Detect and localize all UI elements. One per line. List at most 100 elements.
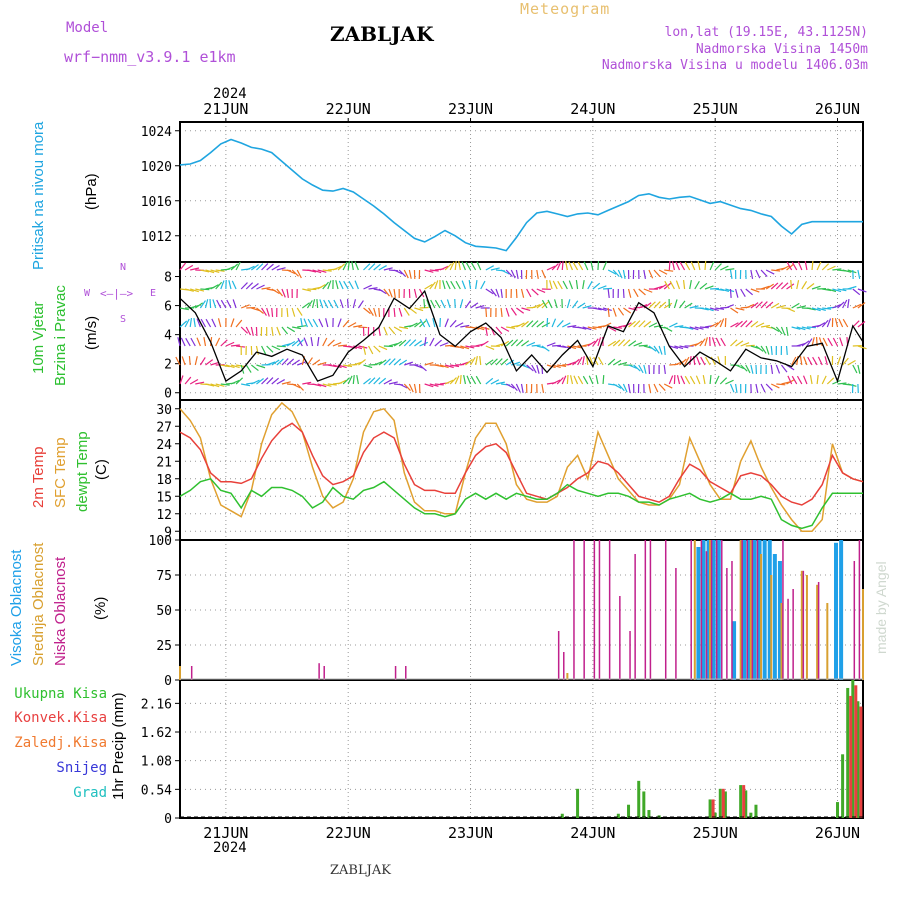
wind-arrow [811,307,821,312]
wind-arrow [648,322,658,328]
product-title: Meteogram [520,0,611,18]
wind-arrow [628,364,638,369]
wind-arrow [592,338,599,347]
wind-arrow [378,265,387,271]
wind-arrow [220,299,227,309]
wind-arrow [765,301,774,309]
wind-arrow [363,307,371,315]
wind-arrow [561,375,567,385]
wind-arrow [459,374,462,385]
wind-arrow [256,307,264,314]
wind-arrow [842,318,849,328]
wind-arrow [638,303,648,309]
cloud-low-bar [583,540,585,680]
wind-arrow [266,263,274,271]
wind-arrow [199,357,206,366]
wind-arrow [633,342,643,347]
compass-west-label: W [84,288,91,299]
wind-arrow [510,269,516,279]
wind-arrow [577,261,584,271]
wind-arrow [468,280,472,290]
wind-arrow [310,337,314,347]
wind-arrow [296,269,302,279]
wind-arrow [515,383,521,393]
cloud-low-bar [710,540,713,680]
wind-arrow [669,322,678,328]
wind-arrow [184,288,194,292]
wind-arrow [526,288,532,298]
wind-arrow [675,280,681,290]
wind-arrow [424,269,434,273]
wind-arrow [312,383,322,387]
wind-arrow [684,326,694,330]
wind-arrow [363,377,371,385]
wind-arrow [658,283,668,290]
wind-arrow [327,339,335,347]
wind-arrow [460,345,470,350]
cloud-mid-bar [760,554,763,680]
wind-arrow [220,339,228,347]
wind-arrow [847,285,857,290]
cloud-low-bar [593,540,596,680]
wind-arrow [577,302,586,309]
wind-arrow [556,261,562,271]
wind-arrow [520,383,524,393]
wind-arrow [785,345,788,356]
wind-arrow [682,279,686,290]
wind-arrow [215,337,221,347]
panel-frame [179,261,864,401]
wind-arrow [454,322,464,328]
wind-arrow [179,307,189,311]
wind-arrow [607,288,610,299]
wind-arrow [429,281,436,290]
wind-arrow [569,375,574,385]
precip-total-bar [749,812,753,818]
wind-arrow [755,269,761,279]
wind-arrow [408,339,417,347]
wind-arrow [338,280,344,290]
wind-arrow [709,322,719,328]
wind-arrow [821,263,830,271]
precip-total-bar [836,802,840,818]
wind-arrow [826,377,835,385]
wind-arrow [602,261,608,271]
wind-arrow [801,281,808,290]
wind-arrow [679,358,687,366]
wind-arrow [735,320,743,328]
wind-arrow [485,359,494,366]
wind-arrow [821,375,827,385]
wind-arrow [607,307,610,318]
wind-arrow [638,288,646,296]
wind-arrow [506,326,516,329]
wind-arrow [414,364,424,369]
wind-arrow [495,381,505,385]
wind-arrow [838,318,844,328]
wind-arrow [663,302,673,309]
wind-arrow [363,284,372,290]
wind-arrow [734,383,738,393]
cloud-mid-bar [749,540,752,680]
wind-arrow [256,284,265,290]
wind-arrow [842,269,852,273]
wind-arrow [444,263,452,271]
wind-arrow [587,326,597,330]
wind-arrow [812,356,818,366]
wind-arrow [485,377,494,385]
wind-arrow [281,326,289,335]
wind-arrow [189,318,193,328]
wind-arrow [351,261,354,271]
y-tick-label: 1024 [141,125,172,140]
wind-arrow [790,279,793,290]
precip-total-bar [739,785,743,818]
wind-arrow [271,326,274,336]
wind-arrow [337,344,348,347]
wind-arrow [735,340,744,347]
precip-legend-total: Ukupna Kisa [14,686,107,702]
cloud-high-bar [777,561,782,680]
wind-arrow [633,320,641,328]
wind-arrow [225,364,235,369]
wind-arrow [541,383,545,393]
wind-arrow [857,345,867,350]
wind-arrow [653,301,661,309]
wind-arrow [342,319,350,328]
